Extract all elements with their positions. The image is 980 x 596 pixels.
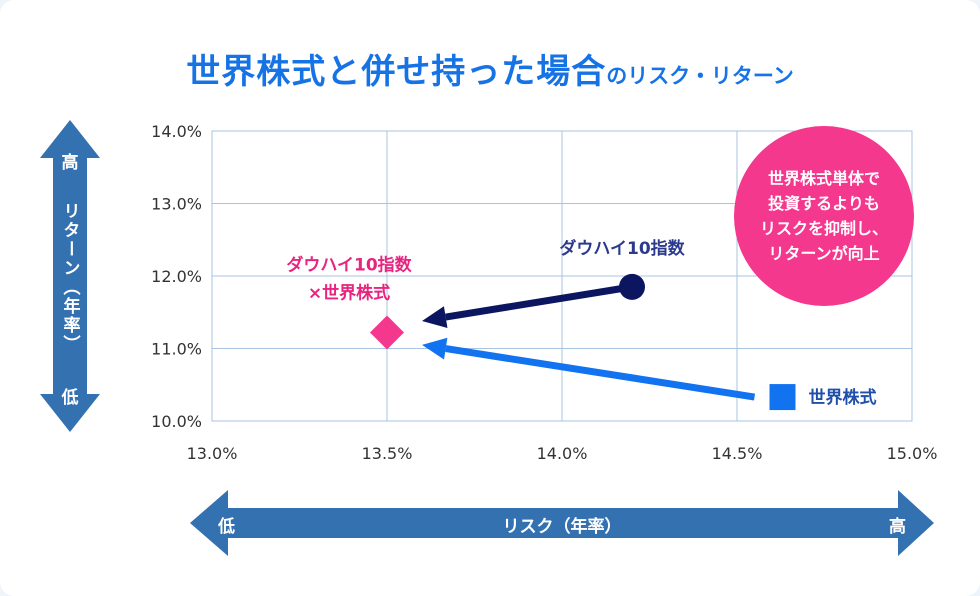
point-label: ×世界株式 [308, 283, 390, 304]
callout-bubble: 世界株式単体で 投資するよりも リスクを抑制し、 リターンが向上 [734, 126, 914, 306]
trend-arrow-head [422, 337, 448, 360]
x-axis-high-label: 高 [889, 516, 906, 537]
point-label: ダウハイ10指数 [286, 255, 412, 276]
x-axis-title: リスク（年率） [502, 516, 622, 537]
x-axis-caption: 低 リスク（年率） 高 [218, 512, 906, 537]
point-label: ダウハイ10指数 [559, 238, 685, 259]
point-marker-diamond [370, 315, 404, 350]
title-main: 世界株式と併せ持った場合 [186, 52, 607, 92]
title-sub: のリスク・リターン [606, 64, 794, 88]
chart-title: 世界株式と併せ持った場合のリスク・リターン [0, 44, 980, 93]
y-axis-caption: 高 リターン（年率） 低 [52, 148, 88, 408]
x-tick-label: 13.5% [362, 444, 413, 463]
x-tick-label: 14.5% [712, 444, 763, 463]
x-axis-low-label: 低 [218, 516, 235, 537]
y-axis-arrow [40, 120, 100, 432]
x-tick-label: 15.0% [887, 444, 938, 463]
trend-arrow-line [445, 283, 633, 321]
y-axis-high-label: 高 [61, 153, 79, 173]
callout-line: 投資するよりも [768, 194, 880, 213]
y-tick-label: 13.0% [151, 195, 202, 214]
y-axis-low-label: 低 [61, 388, 79, 408]
y-tick-label: 12.0% [151, 267, 202, 286]
callout-line: 世界株式単体で [767, 169, 880, 188]
y-axis-title: リターン（年率） [59, 202, 80, 354]
point-marker-circle [619, 273, 645, 300]
callout-line: リスクを抑制し、 [759, 219, 888, 238]
x-axis-arrow [190, 490, 934, 556]
point-marker-square [769, 384, 796, 411]
trend-arrow-head [422, 306, 448, 328]
y-tick-label: 11.0% [151, 340, 202, 359]
trend-arrow-line [445, 345, 756, 401]
point-label: 世界株式 [809, 387, 877, 408]
x-tick-label: 14.0% [537, 444, 588, 463]
y-tick-label: 14.0% [151, 122, 202, 141]
callout-line: リターンが向上 [768, 244, 880, 263]
x-tick-label: 13.0% [187, 444, 238, 463]
y-tick-label: 10.0% [151, 412, 202, 431]
